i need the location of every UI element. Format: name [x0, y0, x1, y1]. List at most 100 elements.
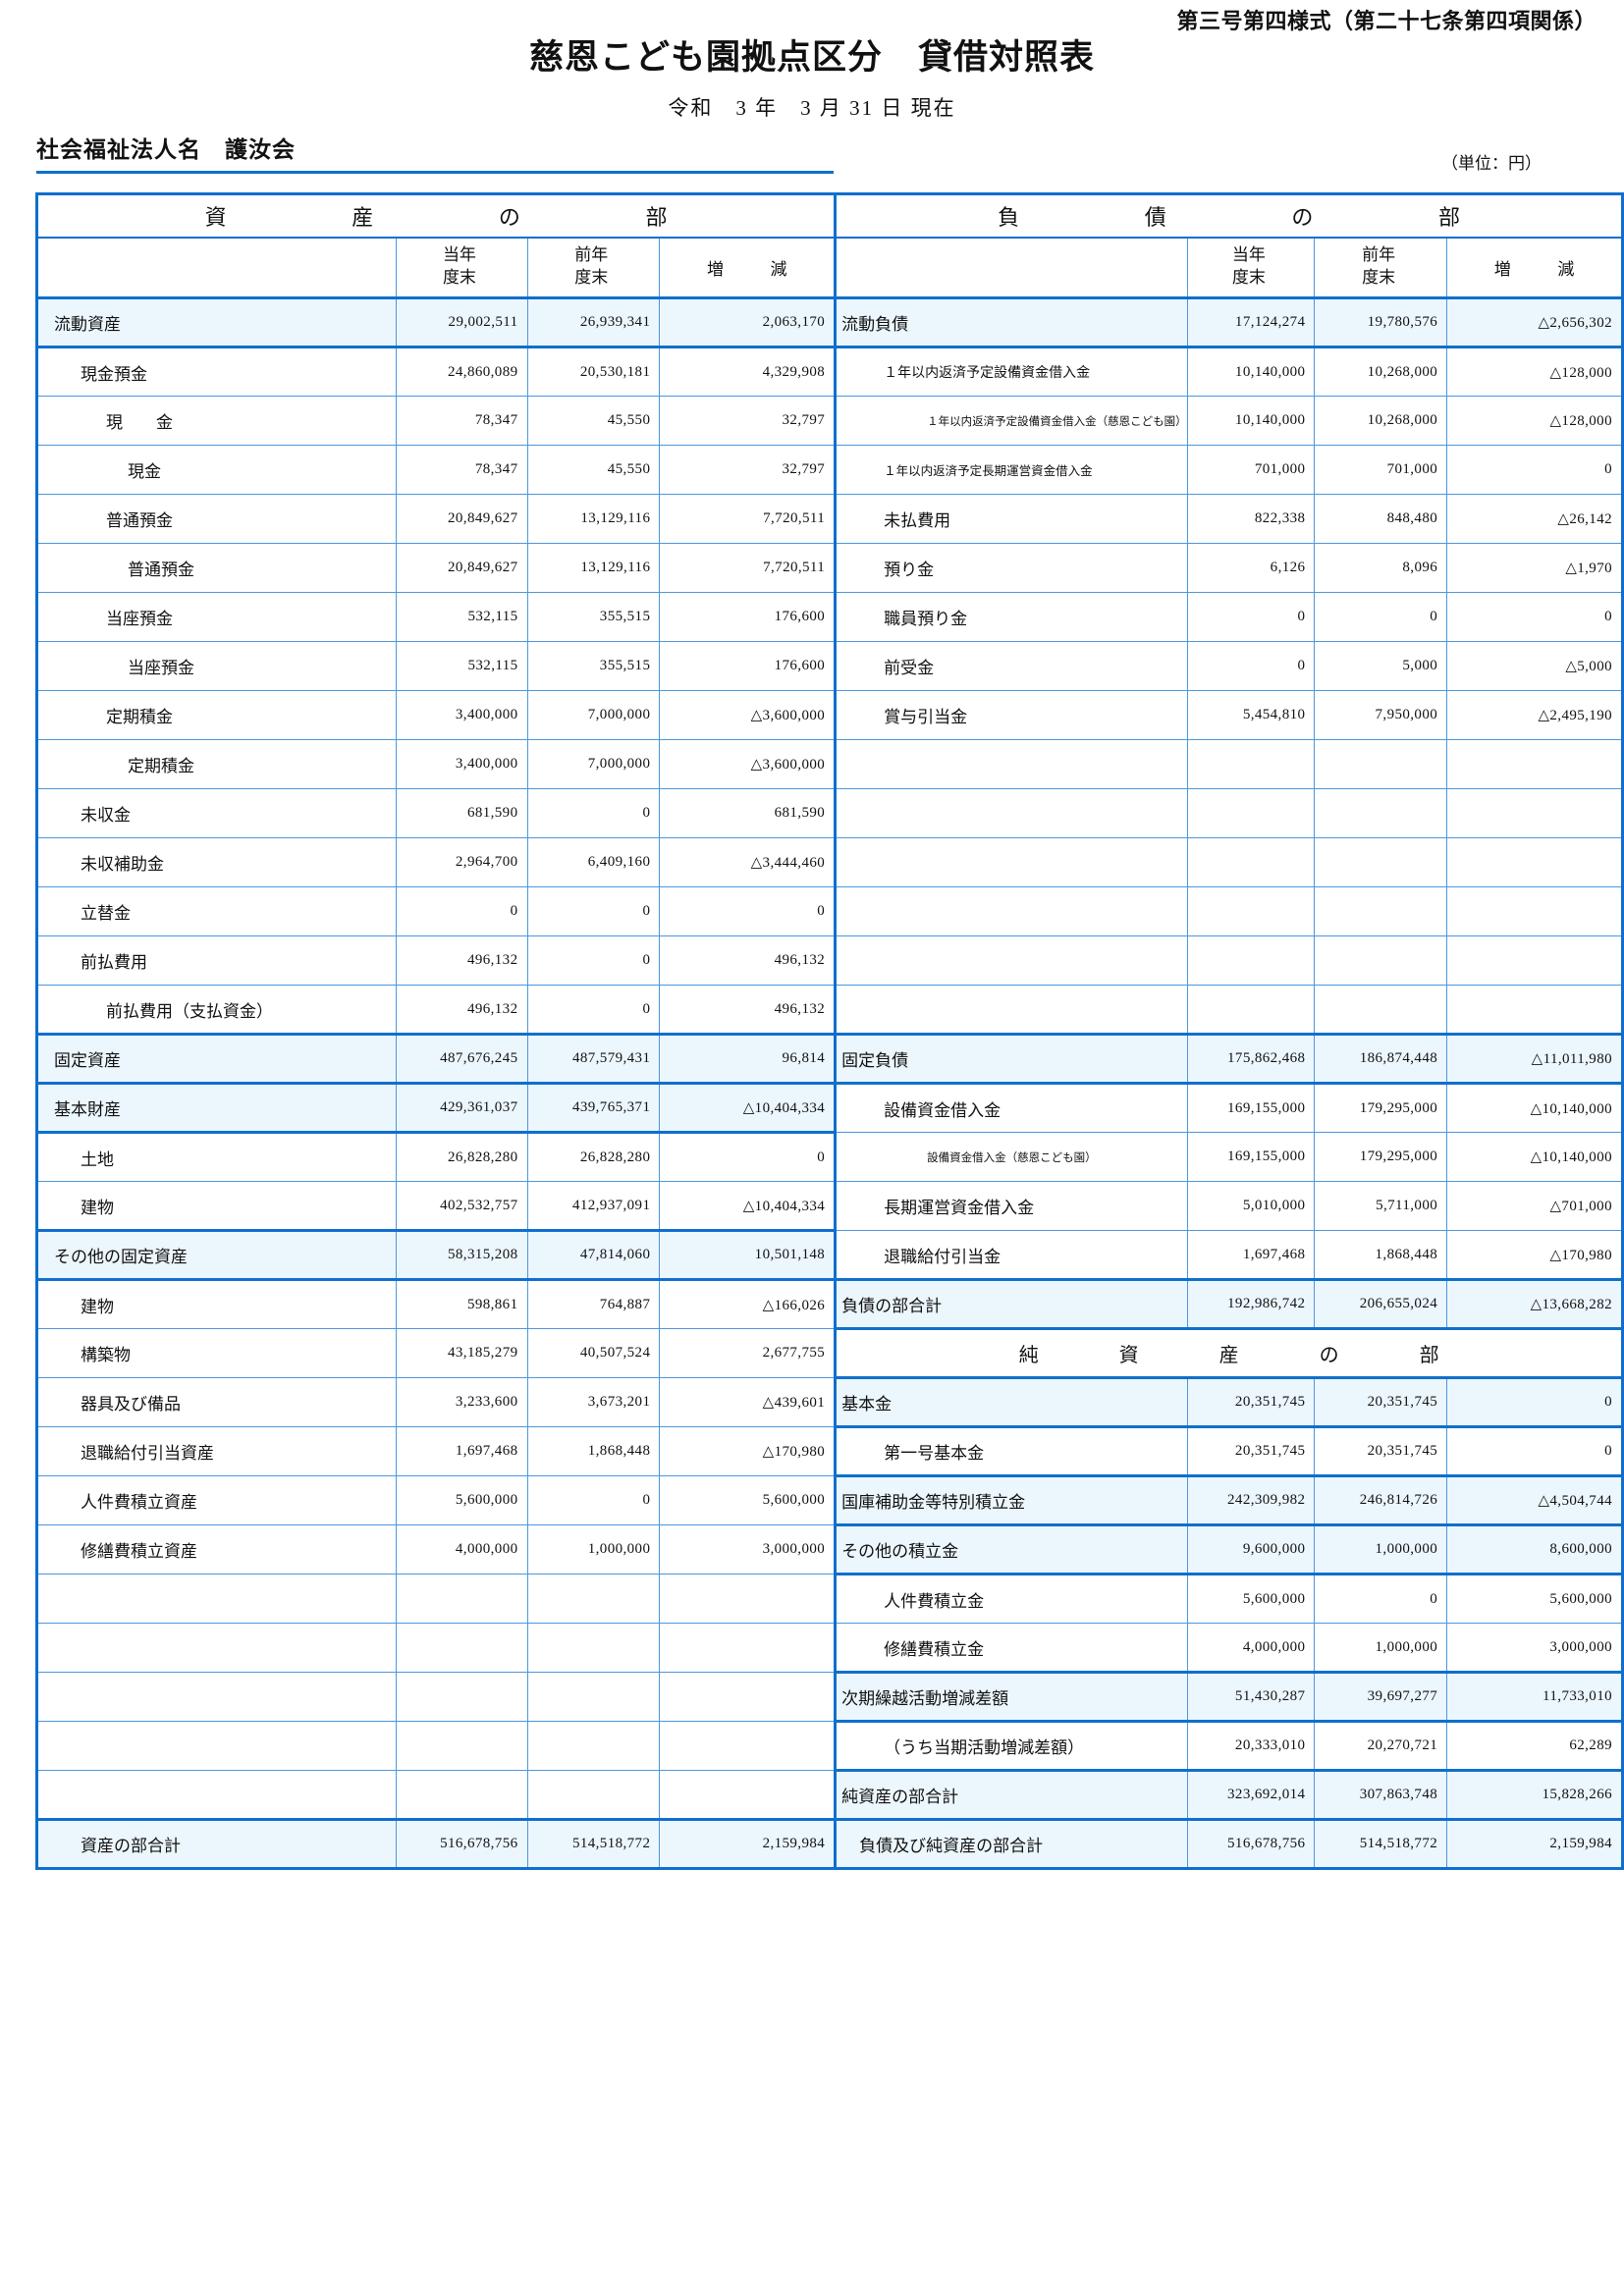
- amount-previous: 439,765,371: [526, 1082, 661, 1134]
- item-label: １年以内返済予定設備資金借入金: [834, 347, 1188, 397]
- empty-label-cell: [834, 837, 1188, 887]
- empty-amount-cell: [1186, 739, 1316, 789]
- amount-change: △10,140,000: [1446, 1083, 1623, 1133]
- amount-change: 681,590: [659, 788, 837, 838]
- empty-amount-cell: [659, 1574, 837, 1624]
- amount-change: △166,026: [659, 1279, 837, 1329]
- unit-note: （単位：円）: [1441, 154, 1542, 173]
- amount-change: 0: [1446, 1376, 1623, 1428]
- amount-current: 20,849,627: [395, 494, 528, 544]
- amount-change: 32,797: [659, 396, 837, 446]
- empty-amount-cell: [526, 1770, 661, 1820]
- amount-current: 402,532,757: [395, 1181, 528, 1231]
- amount-current: 175,862,468: [1186, 1033, 1316, 1085]
- item-label: 当座預金: [36, 592, 397, 642]
- balance-row: 土地 26,828,280 26,828,280 0 設備資金借入金（慈恩こども園） 16…: [36, 1132, 1623, 1182]
- empty-label-cell: [36, 1623, 397, 1673]
- amount-current: 2,964,700: [395, 837, 528, 887]
- liabilities-section-title-cell: 負債の部: [834, 193, 1623, 239]
- item-label: 未収金: [36, 788, 397, 838]
- item-label: 現金預金: [36, 347, 397, 397]
- item-label: 第一号基本金: [834, 1426, 1188, 1476]
- balance-row: その他の固定資産 58,315,208 47,814,060 10,501,148 退職…: [36, 1229, 1623, 1281]
- amount-current: 323,692,014: [1186, 1769, 1316, 1821]
- amount-current: 43,185,279: [395, 1328, 528, 1378]
- empty-amount-cell: [1314, 788, 1448, 838]
- amount-current: 3,400,000: [395, 690, 528, 740]
- amount-current: 242,309,982: [1186, 1474, 1316, 1526]
- amount-previous: 8,096: [1314, 543, 1448, 593]
- item-label: 退職給付引当金: [834, 1230, 1188, 1280]
- amount-change: 0: [1446, 1426, 1623, 1476]
- item-label: 流動資産: [36, 296, 397, 348]
- amount-previous: 848,480: [1314, 494, 1448, 544]
- amount-change: 2,677,755: [659, 1328, 837, 1378]
- balance-row: 人件費積立資産 5,600,000 0 5,600,000 国庫補助金等特別積立金 242…: [36, 1474, 1623, 1526]
- amount-change: △3,600,000: [659, 739, 837, 789]
- item-label: 前払費用: [36, 935, 397, 986]
- amount-change: 496,132: [659, 985, 837, 1035]
- balance-row: 現金 78,347 45,550 32,797 １年以内返済予定長期運営資金借入金 701…: [36, 445, 1623, 495]
- empty-amount-cell: [1446, 886, 1623, 936]
- amount-previous: 0: [526, 886, 661, 936]
- amount-previous: 307,863,748: [1314, 1769, 1448, 1821]
- amount-current: 17,124,274: [1186, 296, 1316, 348]
- empty-label-cell: [834, 739, 1188, 789]
- item-label: 建物: [36, 1279, 397, 1329]
- amount-previous: 1,000,000: [1314, 1523, 1448, 1575]
- amount-previous: 19,780,576: [1314, 296, 1448, 348]
- amount-previous: 7,000,000: [526, 739, 661, 789]
- liabilities-current-header: 当年度末: [1186, 237, 1316, 298]
- amount-previous: 0: [1314, 1574, 1448, 1624]
- balance-row: 構築物 43,185,279 40,507,524 2,677,755 純資産の部: [36, 1327, 1623, 1379]
- page-title: 慈恩こども園拠点区分 貸借対照表: [528, 38, 1095, 77]
- balance-row: 未収補助金 2,964,700 6,409,160 △3,444,460: [36, 837, 1623, 887]
- balance-row: 修繕費積立資産 4,000,000 1,000,000 3,000,000 その他の積立…: [36, 1523, 1623, 1575]
- amount-current: 3,400,000: [395, 739, 528, 789]
- balance-row: 器具及び備品 3,233,600 3,673,201 △439,601 基本金 20,35…: [36, 1376, 1623, 1428]
- amount-previous: 179,295,000: [1314, 1132, 1448, 1182]
- balance-row: 次期繰越活動増減差額 51,430,287 39,697,277 11,733,010: [36, 1671, 1623, 1723]
- item-label: 負債及び純資産の部合計: [834, 1818, 1188, 1870]
- amount-previous: 355,515: [526, 641, 661, 691]
- empty-amount-cell: [1186, 886, 1316, 936]
- amount-previous: 514,518,772: [1314, 1818, 1448, 1870]
- balance-row: 普通預金 20,849,627 13,129,116 7,720,511 預り金 6,12…: [36, 543, 1623, 593]
- amount-current: 51,430,287: [1186, 1671, 1316, 1723]
- amount-change: △170,980: [1446, 1230, 1623, 1280]
- balance-row: 現 金 78,347 45,550 32,797 １年以内返済予定設備資金借入金（慈恩こ…: [36, 396, 1623, 446]
- amount-change: 5,600,000: [659, 1475, 837, 1525]
- item-label: 定期積金: [36, 690, 397, 740]
- amount-current: 1,697,468: [395, 1426, 528, 1476]
- amount-previous: 412,937,091: [526, 1181, 661, 1231]
- amount-current: 78,347: [395, 445, 528, 495]
- empty-amount-cell: [526, 1574, 661, 1624]
- amount-change: 62,289: [1446, 1721, 1623, 1771]
- amount-change: △13,668,282: [1446, 1278, 1623, 1330]
- amount-previous: 1,000,000: [1314, 1623, 1448, 1673]
- amount-previous: 1,000,000: [526, 1524, 661, 1575]
- amount-current: 9,600,000: [1186, 1523, 1316, 1575]
- empty-amount-cell: [1446, 788, 1623, 838]
- amount-current: 681,590: [395, 788, 528, 838]
- balance-row: 修繕費積立金 4,000,000 1,000,000 3,000,000: [36, 1623, 1623, 1673]
- balance-row: 前払費用（支払資金） 496,132 0 496,132: [36, 985, 1623, 1035]
- amount-change: △1,970: [1446, 543, 1623, 593]
- empty-label-cell: [834, 788, 1188, 838]
- amount-current: 5,454,810: [1186, 690, 1316, 740]
- amount-previous: 0: [526, 985, 661, 1035]
- amount-change: 2,063,170: [659, 296, 837, 348]
- item-label: 未払費用: [834, 494, 1188, 544]
- amount-previous: 0: [1314, 592, 1448, 642]
- amount-change: △701,000: [1446, 1181, 1623, 1231]
- amount-change: △11,011,980: [1446, 1033, 1623, 1085]
- amount-previous: 206,655,024: [1314, 1278, 1448, 1330]
- amount-previous: 487,579,431: [526, 1033, 661, 1085]
- item-label: 国庫補助金等特別積立金: [834, 1474, 1188, 1526]
- amount-change: 7,720,511: [659, 494, 837, 544]
- amount-previous: 26,828,280: [526, 1132, 661, 1182]
- item-label: 資産の部合計: [36, 1818, 397, 1870]
- balance-row: 立替金 0 0 0: [36, 886, 1623, 936]
- form-number-note: 第三号第四様式（第二十七条第四項関係）: [1176, 9, 1597, 33]
- amount-previous: 39,697,277: [1314, 1671, 1448, 1723]
